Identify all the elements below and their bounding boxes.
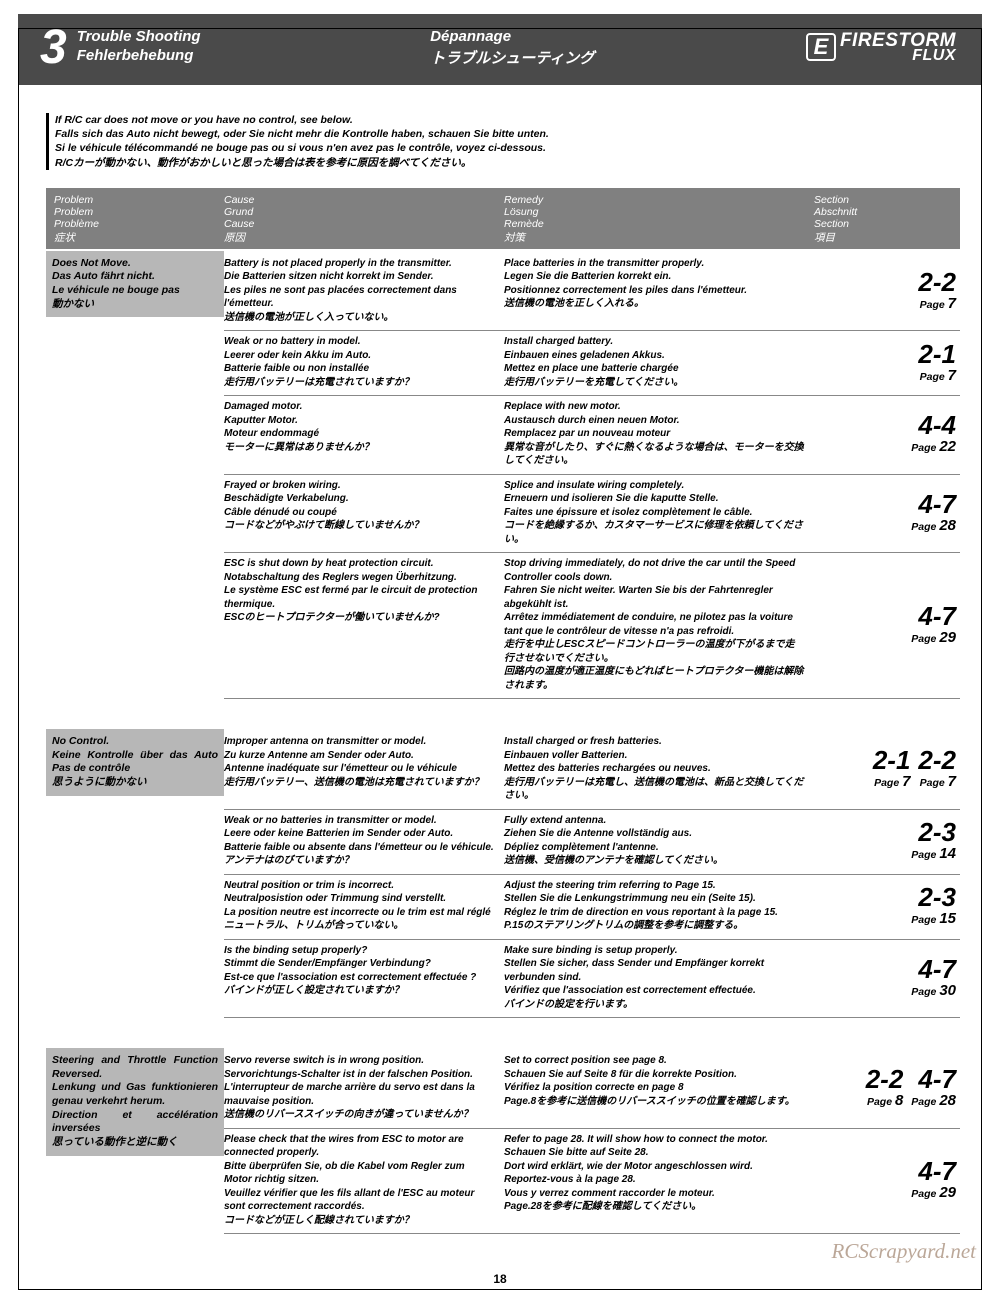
page-border — [18, 28, 982, 1290]
page-number: 18 — [0, 1272, 1000, 1286]
